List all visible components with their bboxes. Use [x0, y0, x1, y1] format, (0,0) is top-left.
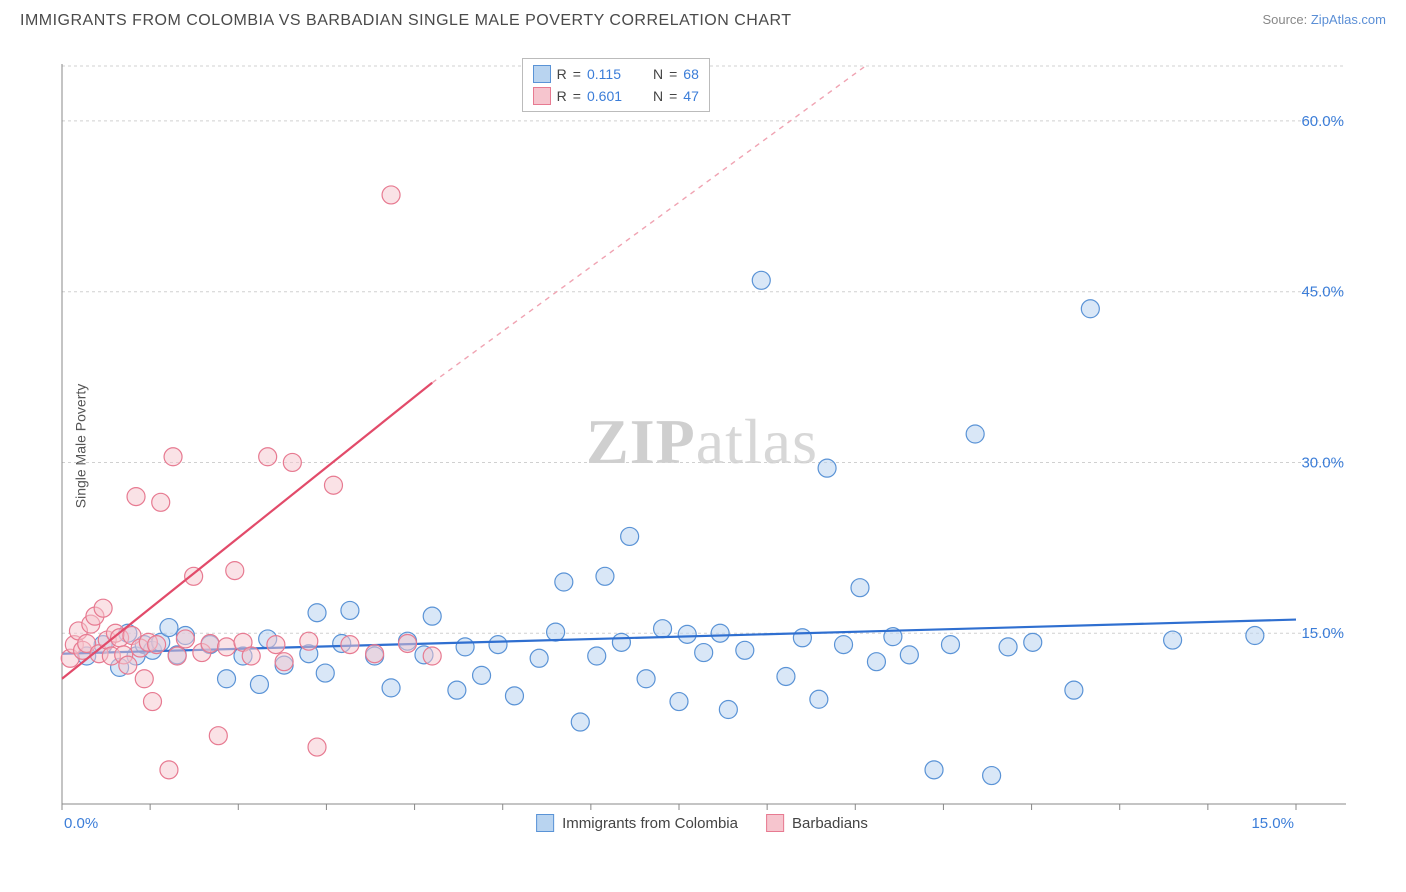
- legend-r-label: R: [557, 66, 567, 82]
- legend-swatch: [536, 814, 554, 832]
- legend-n-label: N: [653, 88, 663, 104]
- source-credit: Source: ZipAtlas.com: [1262, 12, 1386, 27]
- legend-bottom-label: Barbadians: [792, 815, 868, 832]
- chart-title: IMMIGRANTS FROM COLOMBIA VS BARBADIAN SI…: [20, 12, 792, 30]
- legend-top-row: R = 0.601 N = 47: [533, 85, 699, 107]
- legend-n-value: 47: [683, 88, 699, 104]
- legend-eq: =: [669, 88, 677, 104]
- legend-n-label: N: [653, 66, 663, 82]
- legend-top: R = 0.115 N = 68 R = 0.601 N = 47: [522, 58, 710, 112]
- svg-text:15.0%: 15.0%: [1301, 625, 1344, 642]
- legend-n-value: 68: [683, 66, 699, 82]
- legend-bottom: Immigrants from Colombia Barbadians: [528, 812, 876, 834]
- source-prefix: Source:: [1262, 12, 1310, 27]
- svg-text:30.0%: 30.0%: [1301, 454, 1344, 471]
- svg-text:60.0%: 60.0%: [1301, 113, 1344, 130]
- legend-swatch: [533, 65, 551, 83]
- svg-text:45.0%: 45.0%: [1301, 284, 1344, 301]
- legend-bottom-item: Barbadians: [766, 814, 868, 832]
- legend-eq: =: [573, 88, 581, 104]
- legend-bottom-label: Immigrants from Colombia: [562, 815, 738, 832]
- legend-r-value: 0.115: [587, 66, 639, 82]
- plot-container: ZIPatlas 15.0%30.0%45.0%60.0%0.0%15.0% R…: [58, 52, 1346, 832]
- source-link[interactable]: ZipAtlas.com: [1311, 12, 1386, 27]
- legend-eq: =: [669, 66, 677, 82]
- legend-r-value: 0.601: [587, 88, 639, 104]
- title-bar: IMMIGRANTS FROM COLOMBIA VS BARBADIAN SI…: [0, 0, 1406, 38]
- chart-svg: 15.0% 30.0% 45.0% 60.0% 0.0% 15.0%: [58, 52, 1346, 832]
- legend-top-row: R = 0.115 N = 68: [533, 63, 699, 85]
- legend-eq: =: [573, 66, 581, 82]
- legend-bottom-item: Immigrants from Colombia: [536, 814, 738, 832]
- svg-text:0.0%: 0.0%: [64, 815, 98, 832]
- legend-swatch: [533, 87, 551, 105]
- legend-r-label: R: [557, 88, 567, 104]
- svg-text:15.0%: 15.0%: [1251, 815, 1294, 832]
- legend-swatch: [766, 814, 784, 832]
